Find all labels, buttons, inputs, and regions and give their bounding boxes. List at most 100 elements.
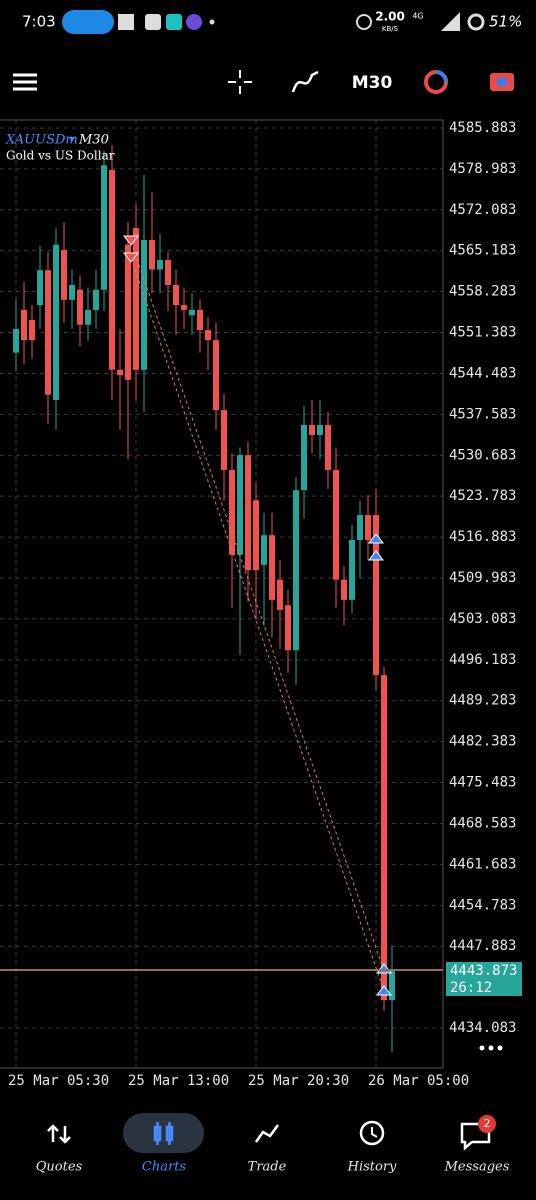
candle-body bbox=[285, 605, 291, 651]
candle-body bbox=[117, 369, 123, 376]
y-tick-label: 4496.183 bbox=[449, 652, 516, 668]
candle-body bbox=[245, 455, 251, 571]
symbol[interactable]: XAUUSDm bbox=[5, 133, 78, 148]
candle-body bbox=[333, 469, 339, 580]
candle-body bbox=[141, 239, 147, 370]
y-tick-label: 4572.083 bbox=[449, 202, 516, 218]
candle-body bbox=[181, 305, 187, 310]
y-tick-label: 4509.983 bbox=[449, 570, 516, 586]
price-label-box bbox=[446, 961, 522, 996]
candle-body bbox=[237, 455, 243, 555]
chart-timeframe: M30 bbox=[78, 133, 109, 148]
candle-body bbox=[317, 424, 323, 436]
y-tick-label: 4530.683 bbox=[449, 447, 516, 463]
candle-body bbox=[61, 250, 67, 300]
buy-arrows bbox=[375, 963, 393, 996]
y-tick-label: 4516.883 bbox=[449, 529, 516, 545]
y-tick-label: 4434.083 bbox=[449, 1020, 516, 1036]
candle-body bbox=[365, 515, 371, 540]
candle-body bbox=[29, 319, 35, 341]
candle-body bbox=[85, 309, 91, 325]
battery-level: 51% bbox=[489, 13, 522, 31]
x-tick-label: 25 Mar 20:30 bbox=[248, 1073, 349, 1089]
candle-body bbox=[357, 515, 363, 540]
nav-label[interactable]: Charts bbox=[142, 1160, 187, 1175]
candle-body bbox=[189, 309, 195, 316]
candle-body bbox=[21, 309, 27, 341]
candle-body bbox=[69, 285, 75, 300]
candle-body bbox=[197, 309, 203, 331]
y-tick-label: 4551.383 bbox=[449, 325, 516, 341]
candle-body bbox=[301, 424, 307, 491]
candle-body bbox=[221, 410, 227, 470]
symbol-description: Gold vs US Dollar bbox=[6, 149, 115, 163]
charts-icon bbox=[153, 1122, 174, 1145]
candle-body bbox=[341, 579, 347, 600]
candle-body bbox=[125, 244, 131, 380]
app-icon bbox=[166, 14, 182, 30]
plot bbox=[0, 120, 443, 1068]
candle-body bbox=[157, 260, 163, 270]
current-price: 4443.873 bbox=[450, 963, 517, 979]
candle-body bbox=[45, 270, 51, 395]
candle-body bbox=[381, 675, 387, 1001]
candle-body bbox=[93, 289, 99, 310]
x-tick-label: 26 Mar 05:00 bbox=[368, 1073, 469, 1089]
candle-body bbox=[389, 969, 395, 1001]
nav-label[interactable]: History bbox=[347, 1160, 397, 1175]
candle-body bbox=[205, 330, 211, 341]
dot bbox=[209, 19, 215, 25]
more-button[interactable] bbox=[479, 1045, 503, 1051]
y-tick-label: 4544.483 bbox=[449, 365, 516, 381]
hotspot-icon bbox=[62, 10, 114, 34]
y-tick-label: 4468.583 bbox=[449, 815, 516, 831]
network-type: 4G bbox=[412, 12, 423, 21]
sell-arrows bbox=[122, 235, 140, 263]
candle-body bbox=[109, 169, 115, 370]
badge-count: 2 bbox=[484, 1117, 491, 1130]
candle-body bbox=[165, 260, 171, 286]
battery-icon bbox=[467, 13, 485, 31]
candle-body bbox=[13, 328, 19, 353]
candle-body bbox=[309, 424, 315, 436]
y-tick-label: 4482.383 bbox=[449, 734, 516, 750]
buy-arrows bbox=[367, 533, 385, 561]
y-tick-label: 4461.683 bbox=[449, 856, 516, 872]
timeframe-button[interactable]: M30 bbox=[352, 73, 393, 93]
candle-body bbox=[293, 490, 299, 651]
candle-body bbox=[101, 165, 107, 290]
alarm-icon bbox=[356, 14, 372, 30]
y-tick-label: 4585.883 bbox=[449, 120, 516, 136]
clock: 7:03 bbox=[22, 13, 56, 31]
history-icon-hands bbox=[371, 1127, 378, 1138]
symbol-dropdown[interactable] bbox=[69, 137, 75, 142]
y-tick-label: 4447.883 bbox=[449, 938, 516, 954]
candle-body bbox=[213, 340, 219, 411]
y-tick-label: 4503.083 bbox=[449, 611, 516, 627]
candle-body bbox=[53, 244, 59, 401]
indicators-button[interactable] bbox=[291, 70, 319, 93]
badge bbox=[478, 1115, 496, 1133]
trade-button-accent bbox=[497, 78, 507, 86]
candle-body bbox=[149, 239, 155, 270]
menu-button[interactable] bbox=[13, 73, 37, 91]
nav-label[interactable]: Messages bbox=[444, 1160, 510, 1175]
history-icon bbox=[359, 1120, 385, 1146]
y-tick-label: 4523.783 bbox=[449, 488, 516, 504]
candle-body bbox=[133, 228, 139, 370]
candle-body bbox=[229, 469, 235, 555]
y-tick-label: 4454.783 bbox=[449, 897, 516, 913]
y-tick-label: 4565.183 bbox=[449, 243, 516, 259]
x-tick-label: 25 Mar 13:00 bbox=[128, 1073, 229, 1089]
y-tick-label: 4475.483 bbox=[449, 775, 516, 791]
app-icon bbox=[186, 14, 202, 30]
crosshair-button[interactable] bbox=[228, 70, 252, 94]
net-speed: 2.00 bbox=[375, 10, 405, 24]
net-speed-unit: KB/S bbox=[382, 25, 399, 33]
nav-label[interactable]: Trade bbox=[248, 1160, 287, 1175]
nav-label[interactable]: Quotes bbox=[36, 1160, 83, 1175]
candle-body bbox=[77, 289, 83, 325]
candle-body bbox=[349, 539, 355, 600]
